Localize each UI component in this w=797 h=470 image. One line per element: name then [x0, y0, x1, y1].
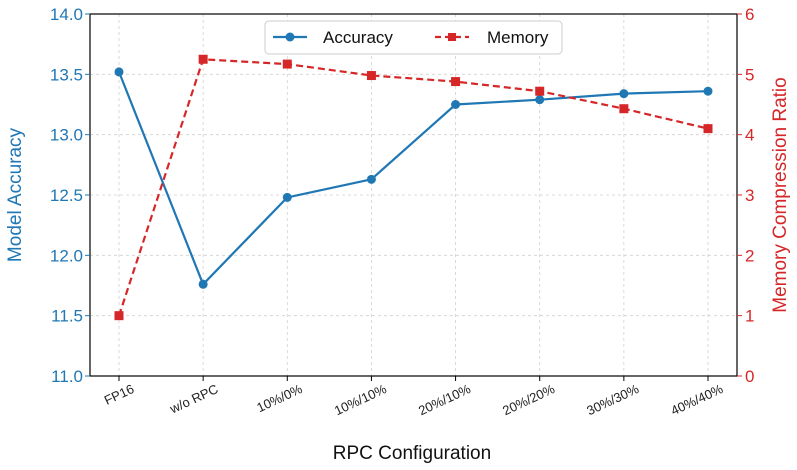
legend: Accuracy Memory — [264, 20, 563, 55]
accuracy-point — [703, 86, 713, 96]
right-tick-label: 3 — [745, 186, 754, 205]
memory-point — [198, 54, 208, 64]
right-y-axis: 0 1 2 3 4 5 6 — [737, 5, 754, 386]
accuracy-point — [198, 279, 208, 289]
accuracy-point — [366, 174, 376, 184]
right-tick-label: 5 — [745, 65, 754, 84]
memory-point — [282, 59, 292, 69]
series-layer — [114, 54, 713, 321]
left-tick-label: 12.0 — [50, 246, 83, 265]
right-y-axis-title: Memory Compression Ratio — [770, 77, 791, 312]
left-tick-label: 13.5 — [50, 65, 83, 84]
accuracy-point — [451, 100, 461, 109]
legend-box — [264, 20, 563, 55]
left-tick-label: 11.5 — [51, 307, 83, 326]
memory-point — [535, 86, 545, 96]
accuracy-point — [619, 89, 629, 99]
left-tick-label: 11.0 — [51, 367, 83, 386]
left-tick-label: 13.0 — [50, 126, 83, 145]
right-tick-label: 0 — [745, 367, 754, 386]
accuracy-point — [282, 192, 292, 202]
left-y-axis-title: Model Accuracy — [5, 127, 26, 262]
legend-memory-marker — [448, 33, 456, 41]
left-tick-label: 12.5 — [50, 186, 83, 205]
memory-point — [703, 124, 713, 134]
memory-point — [366, 71, 376, 81]
legend-memory-label: Memory — [487, 28, 549, 47]
x-axis-title: RPC Configuration — [333, 443, 491, 464]
legend-accuracy-label: Accuracy — [323, 28, 393, 47]
accuracy-point — [114, 67, 124, 77]
right-tick-label: 2 — [745, 246, 754, 265]
memory-point — [114, 311, 124, 321]
legend-accuracy-marker — [285, 32, 295, 42]
left-tick-label: 14.0 — [50, 5, 83, 24]
accuracy-point — [535, 95, 545, 105]
accuracy-series-line — [117, 71, 709, 286]
right-tick-label: 1 — [745, 307, 754, 326]
right-tick-label: 6 — [745, 5, 754, 24]
memory-point — [619, 104, 629, 114]
memory-point — [451, 77, 461, 87]
left-y-axis: 11.0 11.5 12.0 12.5 13.0 13.5 14.0 — [50, 5, 90, 386]
right-tick-label: 4 — [745, 126, 754, 145]
